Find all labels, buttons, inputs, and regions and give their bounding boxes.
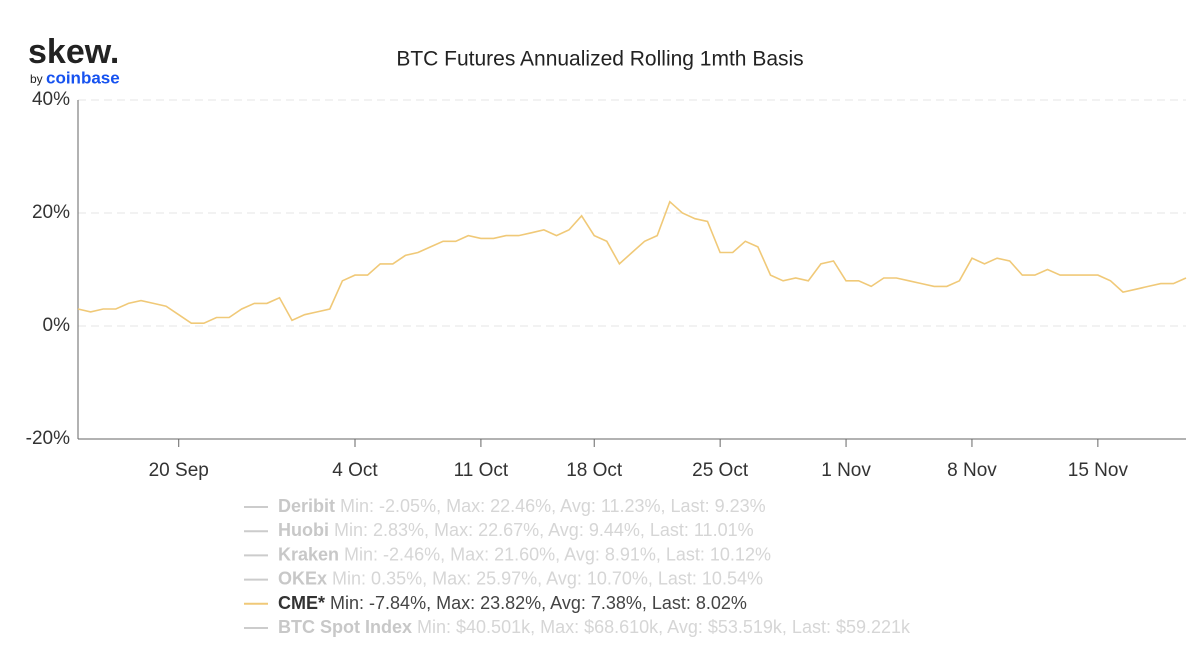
legend-stats: Min: -2.46%, Max: 21.60%, Avg: 8.91%, La… — [344, 544, 771, 564]
legend-entry: Huobi Min: 2.83%, Max: 22.67%, Avg: 9.44… — [278, 520, 754, 540]
data-line — [77, 200, 1187, 324]
x-tick-label: 1 Nov — [821, 460, 871, 481]
legend-name: CME* — [278, 593, 325, 613]
legend-name: Kraken — [278, 544, 339, 564]
x-tick-label: 18 Oct — [566, 460, 623, 481]
y-tick-label: 40% — [32, 89, 70, 110]
legend-entry: BTC Spot Index Min: $40.501k, Max: $68.6… — [278, 617, 911, 637]
legend-name: Deribit — [278, 496, 335, 516]
legend-entry: OKEx Min: 0.35%, Max: 25.97%, Avg: 10.70… — [278, 568, 763, 588]
x-tick-label: 11 Oct — [454, 460, 509, 481]
x-tick-label: 4 Oct — [332, 460, 378, 481]
legend-name: Huobi — [278, 520, 329, 540]
logo-by: by — [30, 72, 43, 86]
legend-stats: Min: -2.05%, Max: 22.46%, Avg: 11.23%, L… — [340, 496, 766, 516]
legend-name: OKEx — [278, 568, 327, 588]
y-tick-label: 20% — [32, 202, 70, 223]
logo-company: coinbase — [46, 68, 120, 87]
legend-entry: Deribit Min: -2.05%, Max: 22.46%, Avg: 1… — [278, 496, 766, 516]
legend-stats: Min: -7.84%, Max: 23.82%, Avg: 7.38%, La… — [330, 593, 747, 613]
legend-stats: Min: $40.501k, Max: $68.610k, Avg: $53.5… — [417, 617, 911, 637]
legend-entry: CME* Min: -7.84%, Max: 23.82%, Avg: 7.38… — [278, 593, 747, 613]
legend-stats: Min: 0.35%, Max: 25.97%, Avg: 10.70%, La… — [332, 568, 763, 588]
x-tick-label: 15 Nov — [1068, 460, 1129, 481]
y-tick-label: -20% — [26, 428, 70, 449]
legend-name: BTC Spot Index — [278, 617, 412, 637]
x-tick-label: 8 Nov — [947, 460, 997, 481]
logo-brand: skew. — [28, 33, 119, 71]
y-tick-label: 0% — [43, 315, 71, 336]
chart-title: BTC Futures Annualized Rolling 1mth Basi… — [396, 48, 803, 71]
x-tick-label: 20 Sep — [149, 460, 209, 481]
legend-entry: Kraken Min: -2.46%, Max: 21.60%, Avg: 8.… — [278, 544, 771, 564]
legend-stats: Min: 2.83%, Max: 22.67%, Avg: 9.44%, Las… — [334, 520, 754, 540]
x-tick-label: 25 Oct — [692, 460, 749, 481]
